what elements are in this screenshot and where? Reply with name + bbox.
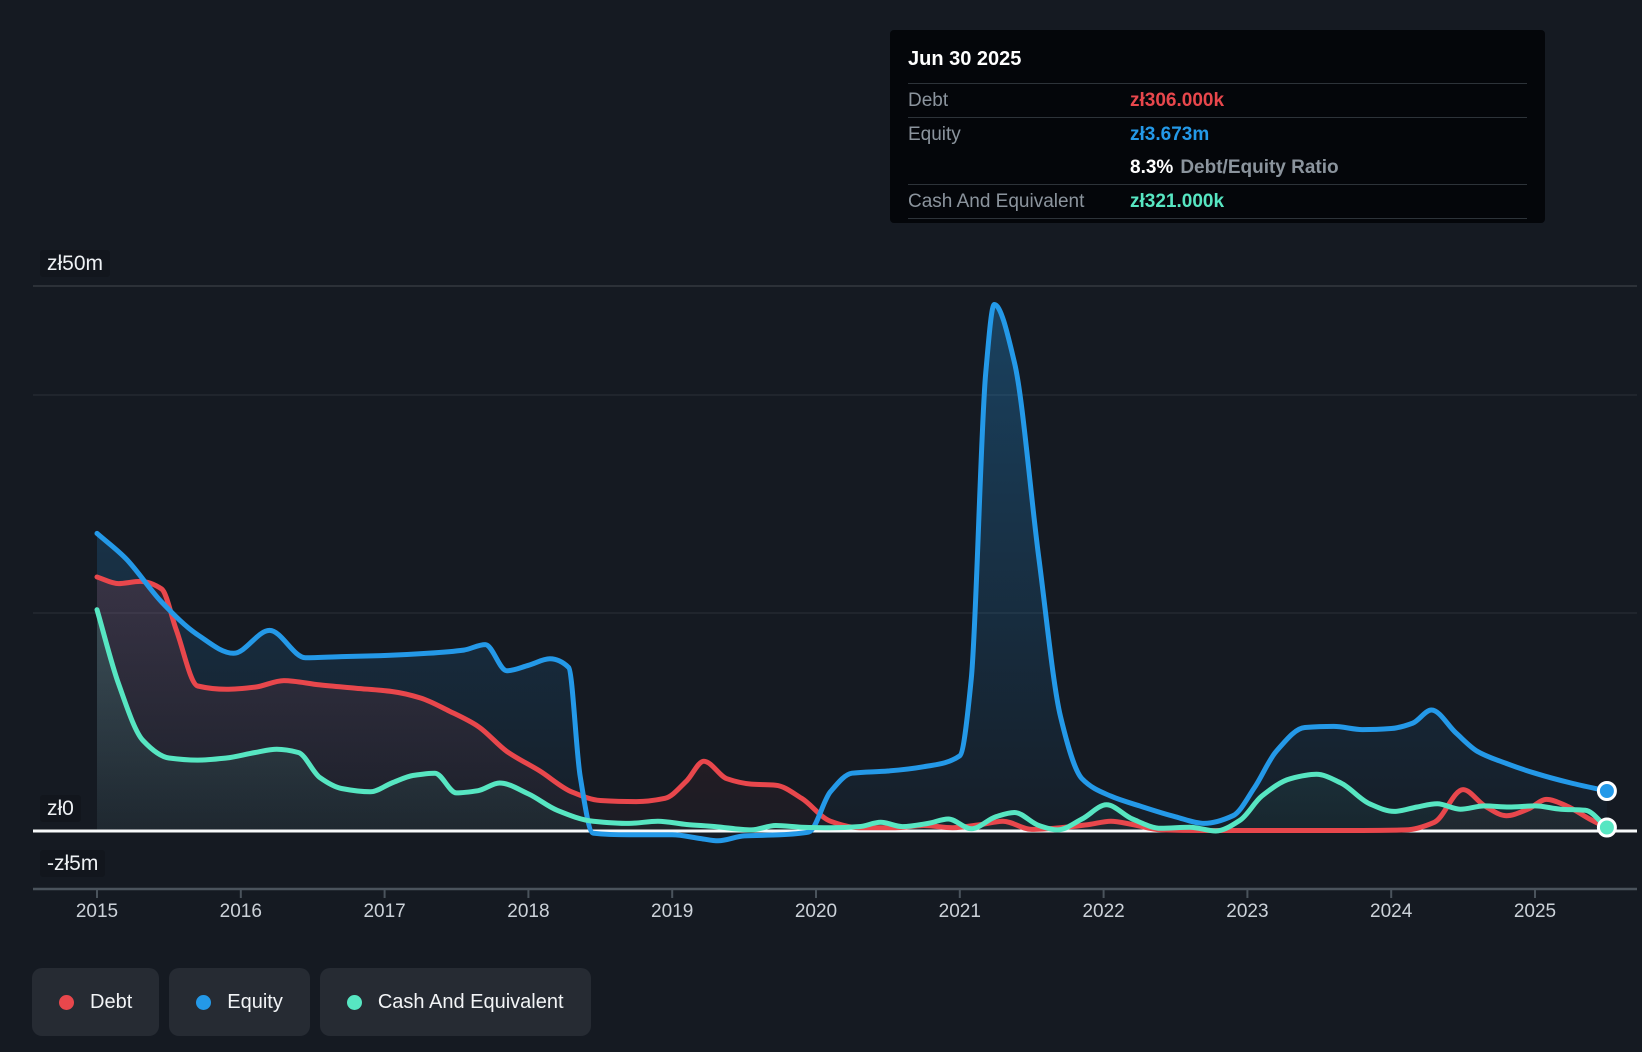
- x-axis-year-label: 2025: [1513, 901, 1557, 922]
- legend-item-debt[interactable]: Debt: [32, 968, 160, 1036]
- x-axis-year-label: 2020: [794, 901, 838, 922]
- legend-item-equity[interactable]: Equity: [169, 968, 310, 1036]
- legend-equity-label: Equity: [227, 990, 283, 1013]
- equity-line: [94, 302, 1610, 844]
- x-axis-year-label: 2021: [938, 901, 981, 922]
- y-axis-label-neg5m: -zł5m: [40, 850, 106, 878]
- cash-endpoint-marker: [1596, 817, 1617, 838]
- tooltip-debt-value: zł306.000k: [1130, 89, 1225, 111]
- tooltip-ratio-label: Debt/Equity Ratio: [1180, 156, 1339, 178]
- tooltip-row-cash: Cash And Equivalent zł321.000k: [908, 184, 1527, 219]
- tooltip-cash-label: Cash And Equivalent: [908, 190, 1085, 212]
- legend-debt-label: Debt: [90, 990, 133, 1013]
- x-axis-year-label: 2024: [1370, 901, 1413, 922]
- tooltip-debt-label: Debt: [908, 89, 949, 111]
- legend: Debt Equity Cash And Equivalent: [32, 968, 591, 1036]
- x-axis-year-label: 2023: [1226, 901, 1269, 922]
- tooltip-equity-value: zł3.673m: [1130, 123, 1210, 145]
- x-axis-year-label: 2015: [75, 901, 119, 922]
- debt-legend-dot: [59, 994, 74, 1010]
- tooltip-row-ratio: 8.3% Debt/Equity Ratio: [908, 151, 1527, 184]
- legend-item-cash[interactable]: Cash And Equivalent: [319, 968, 591, 1036]
- equity-endpoint-marker: [1596, 781, 1617, 801]
- tooltip-cash-value: zł321.000k: [1130, 190, 1225, 212]
- y-axis-label-50m: zł50m: [40, 250, 111, 278]
- legend-cash-label: Cash And Equivalent: [377, 990, 564, 1013]
- y-axis-label-0: zł0: [40, 795, 81, 823]
- tooltip-row-equity: Equity zł3.673m: [908, 117, 1527, 151]
- debt-area: [97, 577, 1607, 831]
- equity-legend-dot: [196, 994, 212, 1010]
- x-axis-year-label: 2019: [651, 901, 694, 922]
- tooltip-row-debt: Debt zł306.000k: [908, 83, 1527, 117]
- debt-line: [94, 574, 1610, 833]
- x-axis-year-label: 2017: [363, 901, 406, 922]
- cash-legend-dot: [346, 994, 362, 1010]
- x-axis-year-label: 2016: [219, 901, 262, 922]
- cash-line: [94, 607, 1610, 834]
- tooltip-equity-label: Equity: [908, 123, 961, 145]
- tooltip-ratio-value: 8.3%: [1130, 156, 1174, 178]
- equity-area: [97, 304, 1607, 841]
- x-axis-year-label: 2022: [1082, 901, 1125, 922]
- x-axis-year-label: 2018: [507, 901, 550, 922]
- tooltip-date: Jun 30 2025: [908, 48, 1022, 70]
- chart-tooltip: Jun 30 2025 Debt zł306.000k Equity zł3.6…: [890, 30, 1545, 223]
